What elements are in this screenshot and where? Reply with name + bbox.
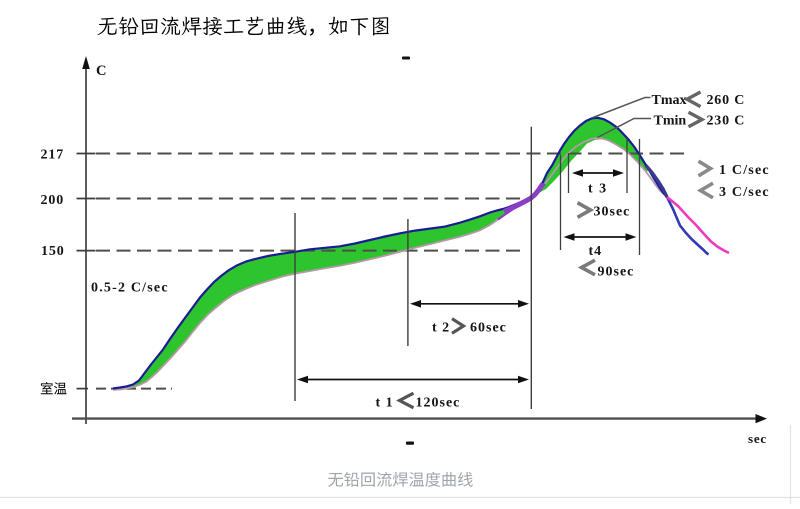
svg-text:90sec: 90sec <box>598 265 635 280</box>
svg-text:Tmin: Tmin <box>654 114 687 129</box>
svg-text:230 C: 230 C <box>707 114 746 129</box>
svg-text:150: 150 <box>41 244 65 259</box>
svg-text:217: 217 <box>41 148 65 163</box>
svg-text:260 C: 260 C <box>707 93 746 108</box>
svg-text:60sec: 60sec <box>470 321 507 336</box>
svg-text:0.5-2 C/sec: 0.5-2 C/sec <box>91 281 169 296</box>
svg-text:30sec: 30sec <box>594 205 631 220</box>
svg-text:200: 200 <box>41 193 65 208</box>
svg-text:1 C/sec: 1 C/sec <box>719 163 770 178</box>
svg-text:3 C/sec: 3 C/sec <box>719 185 770 200</box>
svg-text:t4: t4 <box>589 244 603 259</box>
svg-text:C: C <box>96 63 106 79</box>
svg-text:t 3: t 3 <box>588 182 608 197</box>
svg-text:Tmax: Tmax <box>652 93 687 108</box>
svg-text:sec: sec <box>748 431 767 446</box>
svg-text:120sec: 120sec <box>416 396 461 411</box>
svg-text:t 1: t 1 <box>376 396 394 411</box>
svg-text:t 2: t 2 <box>432 321 450 336</box>
